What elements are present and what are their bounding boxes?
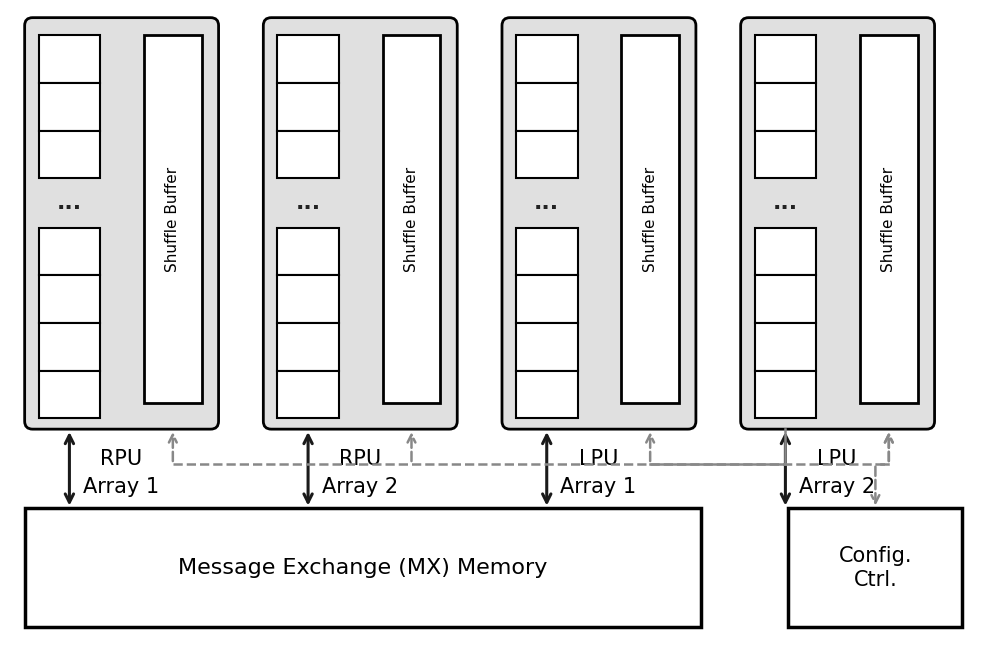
Text: LPU: LPU <box>817 449 857 469</box>
Text: ...: ... <box>773 193 798 213</box>
Bar <box>755 371 816 419</box>
Bar <box>516 131 578 178</box>
Bar <box>277 83 339 131</box>
Text: Shuffle Buffer: Shuffle Buffer <box>881 167 896 272</box>
Text: ...: ... <box>534 193 559 213</box>
Text: Array 1: Array 1 <box>560 477 637 497</box>
Bar <box>516 35 578 83</box>
Bar <box>755 35 816 83</box>
Text: RPU: RPU <box>339 449 381 469</box>
Bar <box>277 275 339 323</box>
Bar <box>25 509 701 627</box>
Bar <box>516 83 578 131</box>
Bar <box>516 371 578 419</box>
Bar <box>755 323 816 371</box>
Text: Shuffle Buffer: Shuffle Buffer <box>643 167 658 272</box>
Text: LPU: LPU <box>579 449 618 469</box>
Bar <box>39 228 100 275</box>
Bar <box>39 323 100 371</box>
Bar <box>39 131 100 178</box>
FancyBboxPatch shape <box>25 18 219 429</box>
Text: RPU: RPU <box>100 449 142 469</box>
Bar <box>516 323 578 371</box>
Bar <box>788 509 962 627</box>
Bar <box>277 131 339 178</box>
Text: Shuffle Buffer: Shuffle Buffer <box>165 167 180 272</box>
Bar <box>755 131 816 178</box>
Text: Array 2: Array 2 <box>799 477 875 497</box>
Bar <box>39 371 100 419</box>
Bar <box>39 83 100 131</box>
Bar <box>516 228 578 275</box>
Bar <box>277 371 339 419</box>
Bar <box>516 275 578 323</box>
Text: Message Exchange (MX) Memory: Message Exchange (MX) Memory <box>178 558 547 578</box>
Bar <box>39 275 100 323</box>
Text: ...: ... <box>57 193 82 213</box>
Text: Array 1: Array 1 <box>83 477 159 497</box>
Bar <box>277 323 339 371</box>
Text: Array 2: Array 2 <box>322 477 398 497</box>
Text: ...: ... <box>296 193 321 213</box>
FancyBboxPatch shape <box>263 18 457 429</box>
Bar <box>383 35 440 403</box>
Text: Config.
Ctrl.: Config. Ctrl. <box>839 547 912 589</box>
Bar <box>860 35 918 403</box>
FancyBboxPatch shape <box>502 18 696 429</box>
Bar <box>621 35 679 403</box>
Bar <box>755 83 816 131</box>
Bar <box>755 275 816 323</box>
FancyBboxPatch shape <box>741 18 935 429</box>
Bar <box>144 35 202 403</box>
Bar <box>755 228 816 275</box>
Bar <box>39 35 100 83</box>
Text: Shuffle Buffer: Shuffle Buffer <box>404 167 419 272</box>
Bar <box>277 35 339 83</box>
Bar <box>277 228 339 275</box>
